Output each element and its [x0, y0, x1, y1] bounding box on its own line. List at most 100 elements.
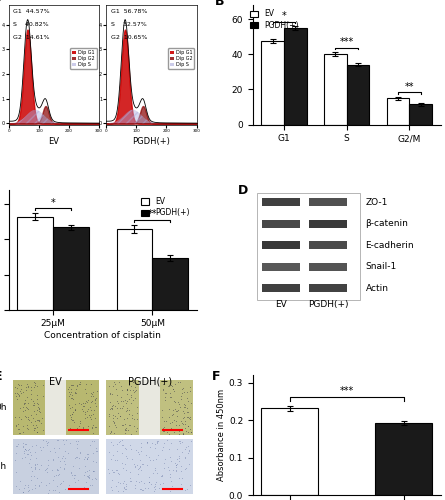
Point	[170, 388, 178, 396]
Point	[171, 458, 178, 466]
Point	[173, 408, 180, 416]
Point	[21, 396, 28, 404]
Point	[22, 386, 29, 394]
Point	[89, 438, 96, 446]
Point	[17, 386, 24, 394]
Point	[85, 411, 93, 419]
Point	[118, 436, 125, 444]
Text: G2  14.61%: G2 14.61%	[13, 35, 50, 40]
Point	[110, 418, 117, 426]
Point	[59, 478, 66, 486]
Point	[68, 410, 75, 418]
Point	[187, 424, 194, 432]
Point	[71, 470, 78, 478]
Point	[110, 382, 117, 390]
Point	[82, 385, 89, 393]
Point	[33, 406, 40, 414]
Point	[146, 456, 153, 464]
Text: Actin: Actin	[365, 284, 388, 292]
Point	[127, 478, 134, 486]
Point	[32, 421, 40, 429]
X-axis label: Concentration of cisplatin: Concentration of cisplatin	[44, 332, 161, 340]
Point	[77, 416, 84, 424]
Point	[123, 452, 130, 460]
Point	[83, 407, 90, 415]
Bar	[262, 263, 300, 270]
Point	[138, 478, 145, 486]
Point	[12, 442, 19, 450]
Point	[74, 440, 81, 448]
Point	[92, 402, 99, 410]
Point	[90, 388, 97, 396]
Point	[173, 466, 180, 474]
Point	[161, 455, 168, 463]
Point	[137, 439, 144, 447]
Point	[78, 425, 85, 433]
Point	[173, 422, 180, 430]
Point	[128, 399, 135, 407]
Point	[166, 444, 173, 452]
Point	[27, 390, 34, 398]
Point	[136, 462, 143, 470]
Point	[134, 448, 142, 456]
Point	[37, 408, 44, 416]
Point	[151, 482, 158, 490]
Point	[25, 416, 32, 424]
Point	[170, 428, 178, 436]
Point	[115, 470, 122, 478]
Point	[83, 398, 90, 406]
Point	[178, 389, 185, 397]
Point	[167, 477, 174, 485]
Point	[181, 446, 188, 454]
Point	[45, 486, 53, 494]
Bar	[309, 263, 347, 270]
Point	[88, 475, 95, 483]
Point	[131, 460, 138, 468]
Point	[182, 443, 189, 451]
Point	[174, 378, 182, 386]
Point	[159, 478, 166, 486]
Point	[35, 405, 42, 413]
Point	[89, 466, 97, 474]
Point	[178, 419, 185, 427]
Point	[73, 386, 80, 394]
Point	[24, 482, 32, 490]
Point	[140, 460, 147, 468]
Point	[112, 456, 119, 464]
Point	[153, 438, 160, 446]
Point	[106, 390, 113, 398]
Point	[73, 453, 81, 461]
Point	[125, 410, 132, 418]
Point	[75, 437, 82, 445]
Point	[135, 464, 142, 472]
Point	[74, 381, 81, 389]
Point	[25, 486, 32, 494]
Point	[66, 390, 73, 398]
Point	[179, 438, 186, 446]
Point	[146, 478, 153, 486]
Point	[127, 391, 134, 399]
Point	[122, 482, 129, 490]
Point	[60, 440, 67, 448]
Point	[169, 385, 176, 393]
Point	[123, 404, 130, 412]
Point	[113, 447, 120, 455]
Point	[91, 396, 98, 404]
Point	[146, 442, 154, 450]
Point	[86, 441, 93, 449]
Point	[120, 398, 127, 406]
Point	[108, 428, 115, 436]
Point	[55, 488, 62, 496]
Point	[80, 424, 87, 432]
Point	[26, 456, 33, 464]
Point	[146, 478, 153, 486]
Point	[183, 412, 190, 420]
Point	[185, 450, 192, 458]
Text: PGDH(+): PGDH(+)	[128, 376, 172, 386]
Point	[27, 472, 34, 480]
Point	[183, 408, 190, 416]
Point	[159, 406, 166, 414]
Point	[137, 464, 144, 471]
Point	[91, 406, 98, 414]
Point	[113, 456, 121, 464]
